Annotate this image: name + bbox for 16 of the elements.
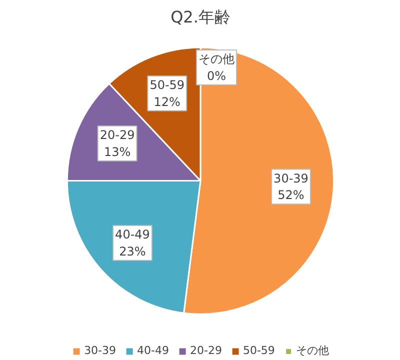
category-label: その他: [198, 52, 234, 66]
legend-label: 50-59: [242, 344, 275, 357]
text: 0%: [206, 68, 226, 83]
legend-label: 20-29: [190, 344, 222, 357]
data-label: 52%: [278, 188, 304, 202]
data-label: 12%: [154, 94, 180, 109]
legend-label: 30-39: [84, 344, 116, 357]
slice-label: 30-39: [274, 171, 308, 186]
data-label: 23%: [119, 244, 146, 258]
legend-label: 40-49: [137, 344, 169, 357]
slice-label: 20-29: [100, 128, 135, 142]
legend-label: その他: [296, 343, 329, 358]
chart-title: Q2.年齢: [170, 8, 230, 26]
data-label: 13%: [104, 144, 131, 159]
slice-label: 40-49: [115, 228, 150, 242]
slice-label: 50-59: [150, 78, 185, 92]
